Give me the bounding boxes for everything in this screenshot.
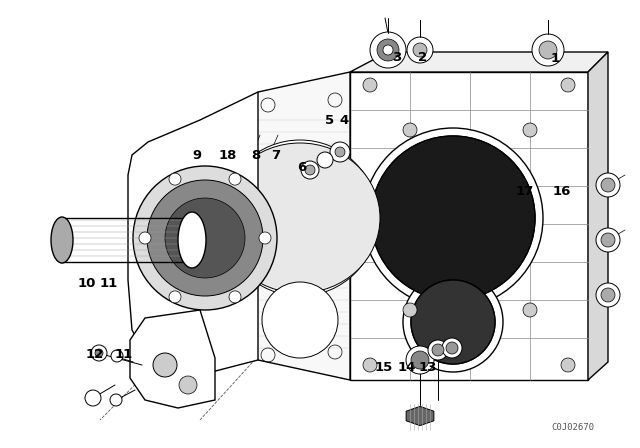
Circle shape: [147, 180, 263, 296]
Text: 1: 1: [551, 52, 560, 65]
Circle shape: [539, 41, 557, 59]
Circle shape: [601, 178, 615, 192]
Circle shape: [432, 344, 444, 356]
Circle shape: [596, 228, 620, 252]
Circle shape: [601, 233, 615, 247]
Polygon shape: [350, 52, 608, 72]
Circle shape: [383, 45, 393, 55]
Text: 2: 2: [418, 51, 427, 64]
Ellipse shape: [220, 143, 380, 293]
Circle shape: [165, 198, 245, 278]
Polygon shape: [128, 92, 258, 375]
Circle shape: [411, 280, 495, 364]
Circle shape: [262, 282, 338, 358]
Circle shape: [403, 272, 503, 372]
Circle shape: [407, 37, 433, 63]
Circle shape: [259, 232, 271, 244]
Circle shape: [411, 280, 495, 364]
Circle shape: [91, 345, 107, 361]
Circle shape: [305, 165, 315, 175]
Circle shape: [111, 350, 123, 362]
Circle shape: [561, 358, 575, 372]
Circle shape: [335, 147, 345, 157]
Circle shape: [317, 152, 333, 168]
Circle shape: [561, 78, 575, 92]
Text: 12: 12: [86, 348, 104, 362]
Text: C0J02670: C0J02670: [551, 423, 595, 432]
Circle shape: [301, 161, 319, 179]
Text: 4: 4: [339, 114, 348, 128]
Polygon shape: [242, 72, 350, 380]
Circle shape: [153, 353, 177, 377]
Text: 5: 5: [325, 114, 334, 128]
Circle shape: [442, 338, 462, 358]
Text: 15: 15: [375, 361, 393, 374]
Circle shape: [523, 123, 537, 137]
Circle shape: [428, 340, 448, 360]
Circle shape: [403, 303, 417, 317]
Circle shape: [169, 291, 181, 303]
Circle shape: [95, 349, 103, 357]
Circle shape: [596, 283, 620, 307]
Circle shape: [133, 166, 277, 310]
Text: 7: 7: [271, 149, 280, 163]
Circle shape: [411, 351, 429, 369]
Text: 11: 11: [100, 276, 118, 290]
Circle shape: [601, 288, 615, 302]
Circle shape: [139, 232, 151, 244]
Circle shape: [377, 39, 399, 61]
Polygon shape: [350, 72, 588, 380]
Circle shape: [110, 394, 122, 406]
Circle shape: [169, 173, 181, 185]
Circle shape: [229, 173, 241, 185]
Polygon shape: [406, 406, 434, 426]
Text: 3: 3: [392, 51, 401, 64]
Circle shape: [330, 142, 350, 162]
Circle shape: [85, 390, 101, 406]
Text: 10: 10: [77, 276, 95, 290]
Circle shape: [370, 32, 406, 68]
Text: 13: 13: [419, 361, 436, 374]
Circle shape: [371, 136, 535, 300]
Ellipse shape: [178, 212, 206, 268]
Text: 14: 14: [398, 361, 416, 374]
Circle shape: [363, 128, 543, 308]
Circle shape: [371, 136, 535, 300]
Circle shape: [179, 376, 197, 394]
Polygon shape: [130, 310, 215, 408]
Circle shape: [406, 346, 434, 374]
Circle shape: [363, 78, 377, 92]
Circle shape: [222, 140, 378, 296]
Text: 18: 18: [219, 149, 237, 163]
Text: 8: 8: [252, 149, 260, 163]
Ellipse shape: [51, 217, 73, 263]
Circle shape: [229, 291, 241, 303]
Text: 17: 17: [516, 185, 534, 198]
Text: 9: 9: [193, 149, 202, 163]
Circle shape: [596, 173, 620, 197]
Circle shape: [532, 34, 564, 66]
Text: 16: 16: [553, 185, 571, 198]
Circle shape: [446, 342, 458, 354]
Text: 11: 11: [115, 348, 132, 362]
Polygon shape: [588, 52, 608, 380]
Circle shape: [403, 123, 417, 137]
Circle shape: [523, 303, 537, 317]
Circle shape: [413, 43, 427, 57]
Circle shape: [363, 358, 377, 372]
Text: 6: 6: [298, 160, 307, 174]
